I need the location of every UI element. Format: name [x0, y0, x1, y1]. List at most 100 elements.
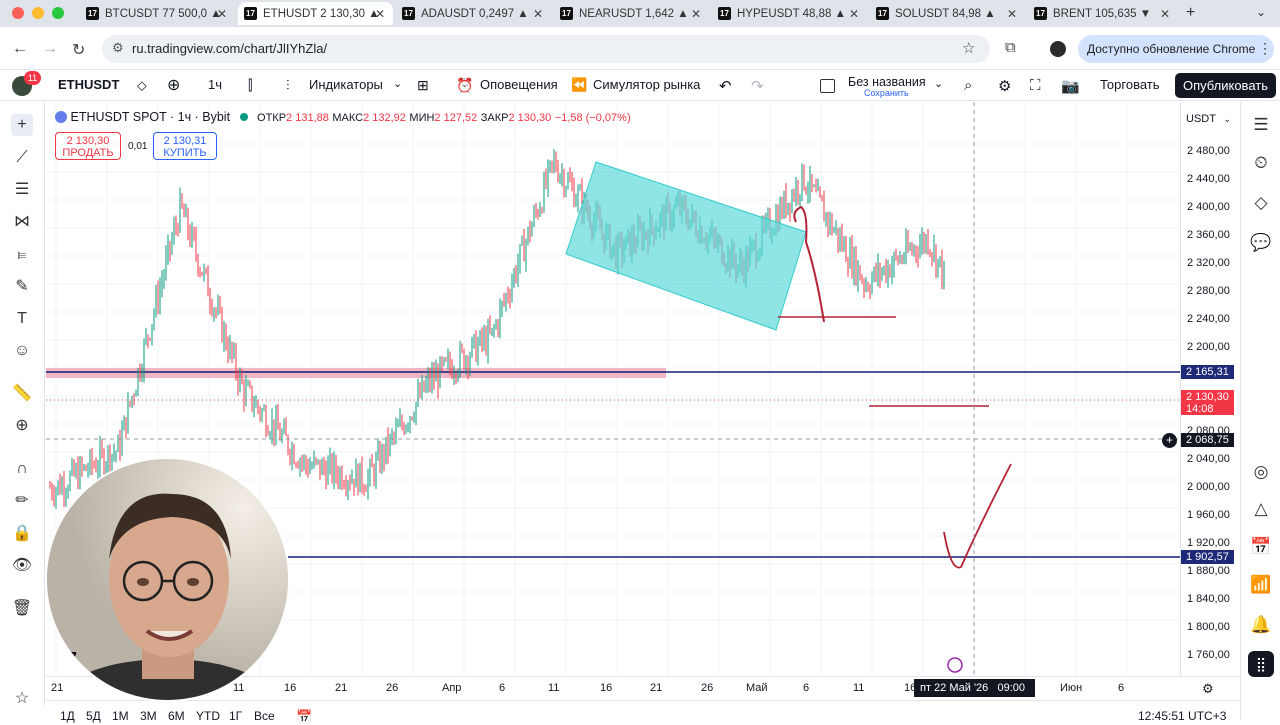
trend-line-icon[interactable]: ⟋: [16, 149, 28, 166]
fib-retracement-icon[interactable]: ☰: [14, 181, 30, 198]
back-arrow-icon[interactable]: ←: [12, 40, 28, 57]
sell-button[interactable]: 2 130,30 ПРОДАТЬ: [55, 132, 121, 160]
trade-button[interactable]: Торговать: [1100, 77, 1160, 92]
crosshair-cursor-icon[interactable]: +: [11, 114, 33, 136]
browser-tab[interactable]: 17 BRENT 105,635 ▼ ✕: [1028, 2, 1178, 25]
maximize-window-button[interactable]: [52, 7, 64, 19]
time-axis-settings-icon[interactable]: ⚙: [1202, 681, 1214, 696]
emoji-icon[interactable]: ☺: [13, 342, 31, 359]
compare-symbol-plus-icon[interactable]: ⊕: [167, 77, 181, 94]
browser-tab-active[interactable]: 17 ETHUSDT 2 130,30 ▲ ✕: [238, 2, 393, 25]
interval-button[interactable]: 1ч: [208, 77, 223, 92]
snapshot-camera-icon[interactable]: 📷: [1061, 78, 1080, 95]
fullscreen-icon[interactable]: ⛶: [1030, 77, 1041, 94]
products-grid-icon[interactable]: ⣿: [1248, 651, 1274, 677]
minimize-window-button[interactable]: [32, 7, 44, 19]
time-axis[interactable]: [46, 676, 1240, 700]
settings-gear-icon[interactable]: ⚙: [998, 78, 1012, 95]
range-button[interactable]: Все: [254, 709, 275, 723]
undo-icon[interactable]: ↶: [719, 78, 732, 95]
magnet-icon[interactable]: ∩: [16, 460, 28, 477]
templates-grid-icon[interactable]: ⊞: [417, 77, 429, 93]
chrome-update-button[interactable]: Доступно обновление Chrome: [1078, 35, 1274, 63]
range-button[interactable]: 6М: [168, 709, 185, 723]
alerts-clock-icon[interactable]: ⏲: [1254, 153, 1268, 172]
close-window-button[interactable]: [12, 7, 24, 19]
url-field[interactable]: ru.tradingview.com/chart/JlIYhZla/: [102, 35, 990, 63]
browser-tab[interactable]: 17 ADAUSDT 0,2497 ▲ ✕: [396, 2, 551, 25]
profile-avatar[interactable]: [1050, 41, 1066, 57]
layout-save-label[interactable]: Сохранить: [864, 88, 909, 98]
browser-tab[interactable]: 17 NEARUSDT 1,642 ▲ ✕: [554, 2, 709, 25]
screener-target-icon[interactable]: ◎: [1253, 462, 1269, 481]
symbol-search-button[interactable]: ETHUSDT: [58, 77, 120, 92]
replay-rewind-icon[interactable]: ⏪: [571, 77, 588, 92]
chart-type-candles-icon[interactable]: ⫿: [248, 77, 253, 93]
brush-icon[interactable]: ✎: [15, 278, 29, 295]
range-button[interactable]: 1М: [112, 709, 129, 723]
range-button[interactable]: 5Д: [86, 709, 101, 723]
lock-drawing-icon[interactable]: ✏: [15, 492, 29, 509]
quick-search-icon[interactable]: ⌕: [964, 77, 973, 94]
forecast-icon[interactable]: ⫢: [17, 246, 27, 263]
indicators-dropdown-chevron-icon[interactable]: ⌄: [393, 78, 403, 90]
buy-button[interactable]: 2 130,31 КУПИТЬ: [153, 132, 217, 160]
browser-tab[interactable]: 17 BTCUSDT 77 500,0 ▲ ✕: [80, 2, 235, 25]
symbol-favorite-icon[interactable]: ⬦: [137, 77, 147, 93]
trash-icon[interactable]: 🗑: [11, 600, 33, 617]
tab-search-chevron-icon[interactable]: ⌄: [1256, 5, 1267, 19]
range-button[interactable]: 1Д: [60, 709, 75, 723]
indicators-icon[interactable]: ⫶: [286, 77, 290, 93]
object-tree-layers-icon[interactable]: ◇: [1254, 193, 1268, 212]
indicators-button[interactable]: Индикаторы: [309, 77, 383, 92]
notifications-bell-icon[interactable]: 🔔: [1250, 615, 1272, 634]
price-axis[interactable]: [1180, 102, 1240, 676]
close-tab-icon[interactable]: ✕: [1006, 6, 1017, 21]
browser-tab[interactable]: 17 HYPEUSDT 48,88 ▲ ✕: [712, 2, 867, 25]
forward-arrow-icon[interactable]: →: [42, 40, 58, 57]
market-replay-button[interactable]: Симулятор рынка: [593, 77, 701, 92]
alert-clock-icon[interactable]: ⏰: [456, 77, 474, 93]
zoom-in-icon[interactable]: ⊕: [15, 417, 29, 434]
layout-icon[interactable]: [820, 79, 835, 93]
patterns-icon[interactable]: ⋈: [14, 213, 30, 230]
layout-name[interactable]: Без названия: [848, 75, 926, 89]
bookmark-star-icon[interactable]: ☆: [962, 40, 976, 57]
site-info-icon[interactable]: ⚙: [112, 40, 124, 55]
close-tab-icon[interactable]: ✕: [532, 6, 543, 21]
favorites-star-icon[interactable]: ☆: [14, 690, 30, 707]
close-tab-icon[interactable]: ✕: [216, 6, 227, 21]
close-tab-icon[interactable]: ✕: [374, 6, 385, 21]
news-stream-icon[interactable]: 📶: [1250, 575, 1272, 594]
watchlist-icon[interactable]: ☰: [1253, 115, 1269, 134]
tradingview-favicon-icon: 17: [718, 7, 731, 20]
alerts-button[interactable]: Оповещения: [480, 77, 558, 92]
hide-drawings-eye-icon[interactable]: 👁: [11, 557, 33, 574]
close-tab-icon[interactable]: ✕: [848, 6, 859, 21]
range-button[interactable]: 3М: [140, 709, 157, 723]
clock-timezone[interactable]: 12:45:51 UTC+3: [1138, 709, 1227, 723]
ruler-icon[interactable]: 📏: [12, 385, 32, 402]
close-tab-icon[interactable]: ✕: [690, 6, 701, 21]
layout-dropdown-chevron-icon[interactable]: ⌄: [934, 78, 944, 90]
new-tab-plus-icon[interactable]: +: [1186, 4, 1196, 21]
chart-canvas[interactable]: [46, 102, 1180, 676]
add-alert-plus-icon[interactable]: +: [1162, 433, 1177, 448]
pine-editor-icon[interactable]: △: [1254, 499, 1268, 518]
extensions-puzzle-icon[interactable]: ⧉: [1005, 39, 1016, 56]
lock-all-icon[interactable]: 🔒: [12, 525, 32, 542]
range-button[interactable]: 1Г: [229, 709, 243, 723]
text-tool-icon[interactable]: T: [17, 310, 27, 327]
calendar-icon[interactable]: 📅: [1250, 537, 1272, 556]
redo-icon[interactable]: ↷: [751, 78, 764, 95]
range-button[interactable]: YTD: [196, 709, 220, 723]
reload-icon[interactable]: ↻: [72, 42, 86, 59]
browser-tab[interactable]: 17 SOLUSDT 84,98 ▲ ✕: [870, 2, 1025, 25]
go-to-date-calendar-icon[interactable]: 📅: [296, 709, 313, 724]
chat-icon[interactable]: 💬: [1250, 233, 1272, 252]
chrome-menu-icon[interactable]: ⋮: [1258, 40, 1272, 56]
publish-button[interactable]: Опубликовать: [1175, 73, 1276, 98]
legend-title[interactable]: ETHUSDT SPOT · 1ч · Bybit: [70, 110, 231, 124]
close-tab-icon[interactable]: ✕: [1159, 6, 1170, 21]
currency-selector[interactable]: USDT ⌄: [1183, 110, 1233, 128]
